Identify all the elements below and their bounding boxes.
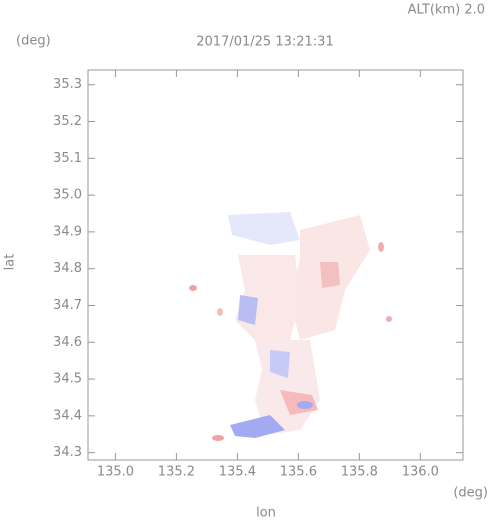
y-tick-label: 35.0 bbox=[53, 188, 82, 203]
y-tick-label: 34.9 bbox=[53, 224, 82, 239]
y-tick-label: 35.1 bbox=[53, 151, 82, 166]
x-tick-label: 135.8 bbox=[341, 465, 378, 480]
subtitle: ALT(km) 2.0 bbox=[408, 3, 485, 18]
plot-frame bbox=[87, 69, 464, 461]
y-tick-label: 35.2 bbox=[53, 114, 82, 129]
x-tick-label: 136.0 bbox=[402, 465, 439, 480]
y-tick-label: 35.3 bbox=[53, 77, 82, 92]
x-tick-label: 135.6 bbox=[280, 465, 317, 480]
y-tick-label: 34.7 bbox=[53, 298, 82, 313]
x-tick-label: 135.4 bbox=[219, 465, 256, 480]
y-tick-label: 34.3 bbox=[53, 445, 82, 460]
x-label: lon bbox=[256, 506, 276, 521]
y-tick-label: 34.5 bbox=[53, 372, 82, 387]
echo-field bbox=[189, 212, 392, 441]
y-tick-label: 34.8 bbox=[53, 261, 82, 276]
chart-title: 2017/01/25 13:21:31 bbox=[196, 35, 333, 50]
y-unit: (deg) bbox=[16, 34, 51, 49]
x-tick-label: 135.0 bbox=[97, 465, 134, 480]
y-tick-label: 34.6 bbox=[53, 335, 82, 350]
y-tick-label: 34.4 bbox=[53, 408, 82, 423]
x-tick-label: 135.2 bbox=[158, 465, 195, 480]
x-unit: (deg) bbox=[453, 486, 488, 501]
y-label: lat bbox=[3, 254, 18, 271]
